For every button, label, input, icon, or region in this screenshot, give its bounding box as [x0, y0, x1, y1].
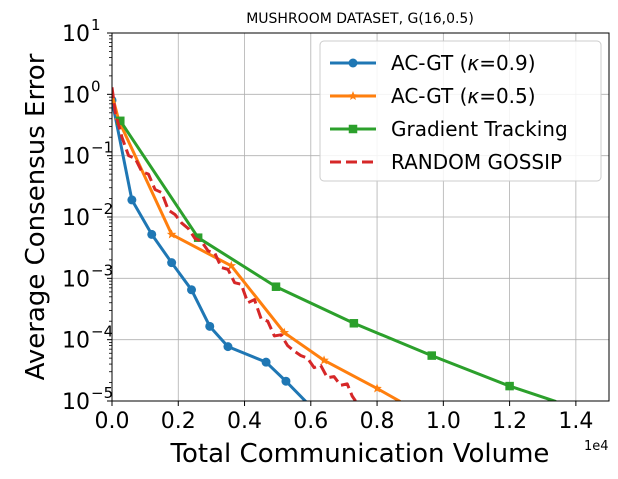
legend-item: AC-GT (κ=0.9)	[330, 51, 536, 75]
data-point	[279, 327, 290, 337]
x-tick-label: 0.8	[360, 409, 395, 434]
data-point	[167, 258, 177, 268]
x-tick-label: 0.6	[293, 409, 328, 434]
data-point	[205, 321, 215, 331]
series-gradient-tracking	[116, 116, 557, 401]
data-point	[127, 195, 137, 205]
data-point	[147, 229, 157, 239]
data-point	[372, 383, 382, 393]
data-point	[348, 58, 358, 68]
y-tick-label: 10	[62, 206, 90, 231]
x-tick-label: 0.0	[95, 409, 130, 434]
y-tick-exponent: −5	[91, 384, 113, 402]
data-point	[223, 342, 233, 352]
legend-label: AC-GT (κ=0.5)	[391, 84, 536, 108]
y-tick-exponent: −1	[91, 139, 113, 157]
y-tick-label: 10	[62, 267, 90, 292]
y-tick-exponent: 0	[91, 77, 101, 95]
y-axis-label: Average Consensus Error	[21, 53, 51, 380]
data-point	[271, 282, 281, 291]
legend-label: Gradient Tracking	[391, 117, 568, 141]
chart-title: MUSHROOM DATASET, G(16,0.5)	[246, 11, 474, 27]
data-point	[187, 285, 197, 295]
y-tick-exponent: −2	[91, 200, 113, 218]
data-point	[166, 229, 177, 239]
data-point	[193, 233, 203, 242]
y-tick-label: 10	[62, 390, 90, 415]
legend-label: RANDOM GOSSIP	[391, 150, 562, 174]
legend-box	[319, 40, 602, 182]
x-axis-label: Total Communication Volume	[170, 439, 550, 469]
series-random-gossip	[112, 87, 357, 401]
y-tick-label: 10	[62, 83, 90, 108]
data-point	[261, 357, 271, 367]
legend-item: Gradient Tracking	[330, 117, 568, 141]
data-point	[226, 260, 237, 270]
y-tick-label: 10	[62, 22, 90, 47]
x-tick-label: 1.2	[492, 409, 527, 434]
legend-item: RANDOM GOSSIP	[330, 150, 562, 174]
data-point	[116, 116, 125, 126]
y-tick-exponent: 1	[91, 16, 101, 34]
x-tick-label: 1.4	[558, 409, 593, 434]
x-tick-label: 0.4	[227, 409, 262, 434]
series-line	[112, 93, 401, 401]
data-point	[348, 124, 358, 134]
series-line	[112, 99, 307, 401]
y-tick-label: 10	[62, 329, 90, 354]
y-tick-exponent: −3	[91, 261, 113, 279]
x-tick-label: 0.2	[161, 409, 196, 434]
legend: AC-GT (κ=0.9) AC-GT (κ=0.5) Gradient Track…	[319, 40, 602, 182]
series-ac-gt-0-9-	[112, 95, 307, 401]
data-point	[349, 319, 359, 328]
legend-item: AC-GT (κ=0.5)	[330, 84, 536, 108]
data-point	[348, 91, 358, 101]
series-line	[112, 87, 357, 401]
x-axis-scale-label: 1e4	[584, 439, 609, 454]
series-layer	[112, 87, 557, 401]
data-point	[281, 376, 291, 386]
data-point	[427, 351, 436, 360]
data-point	[319, 355, 329, 365]
x-tick-label: 1.0	[426, 409, 461, 434]
legend-label: AC-GT (κ=0.9)	[391, 51, 536, 75]
y-tick-label: 10	[62, 145, 90, 170]
y-tick-exponent: −4	[91, 323, 113, 341]
data-point	[505, 381, 514, 391]
